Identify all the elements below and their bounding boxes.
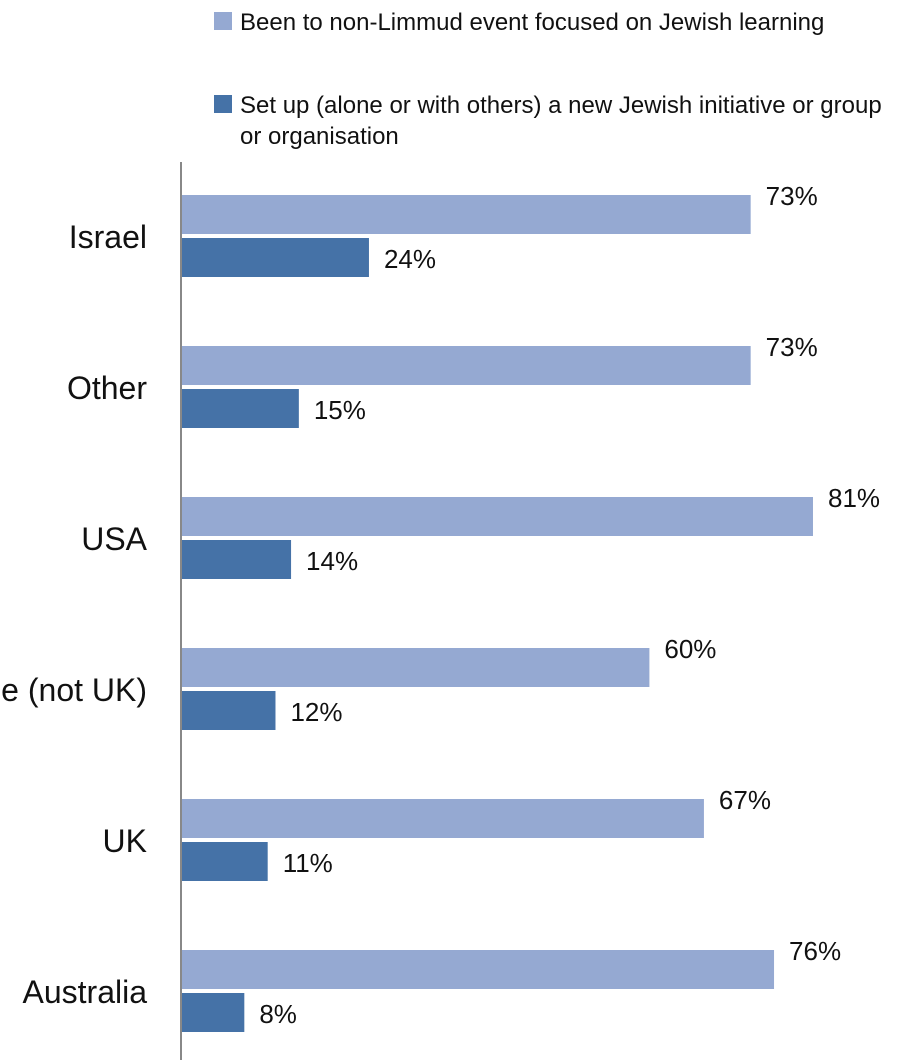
legend: Been to non-Limmud event focused on Jewi… bbox=[214, 9, 882, 150]
bar-learning-event-europe-not-uk bbox=[182, 648, 650, 687]
bar-new-initiative-israel bbox=[182, 238, 369, 277]
category-label-europe-not-uk: Europe (not UK) bbox=[0, 672, 147, 708]
category-label-israel: Israel bbox=[69, 219, 147, 255]
bar-new-initiative-australia bbox=[182, 993, 245, 1032]
data-label-new-initiative-other: 15% bbox=[314, 395, 366, 425]
bar-learning-event-other bbox=[182, 346, 751, 385]
data-label-learning-event-other: 73% bbox=[766, 332, 818, 362]
data-label-learning-event-usa: 81% bbox=[828, 483, 880, 513]
data-label-new-initiative-israel: 24% bbox=[384, 244, 436, 274]
bar-new-initiative-europe-not-uk bbox=[182, 691, 276, 730]
plot-area: Israel 73% 24% Other 73% 15% USA 81% 14% Europe (… bbox=[0, 181, 880, 1032]
data-label-new-initiative-uk: 11% bbox=[283, 848, 333, 878]
category-label-australia: Australia bbox=[23, 974, 148, 1010]
legend-label-new-initiative: Set up (alone or with others) a new Jewi… bbox=[240, 92, 882, 150]
data-label-new-initiative-australia: 8% bbox=[259, 999, 297, 1029]
category-label-usa: USA bbox=[81, 521, 147, 557]
legend-swatch-learning-event bbox=[214, 12, 232, 30]
bar-new-initiative-other bbox=[182, 389, 299, 428]
bar-learning-event-uk bbox=[182, 799, 704, 838]
data-label-learning-event-uk: 67% bbox=[719, 785, 771, 815]
legend-label-learning-event: Been to non-Limmud event focused on Jewi… bbox=[240, 9, 824, 36]
bar-new-initiative-usa bbox=[182, 540, 292, 579]
category-label-other: Other bbox=[67, 370, 147, 406]
data-label-learning-event-europe-not-uk: 60% bbox=[664, 634, 716, 664]
legend-swatch-new-initiative bbox=[214, 95, 232, 113]
data-label-new-initiative-usa: 14% bbox=[306, 546, 358, 576]
data-label-learning-event-israel: 73% bbox=[766, 181, 818, 211]
bar-learning-event-usa bbox=[182, 497, 813, 536]
bar-learning-event-australia bbox=[182, 950, 775, 989]
bar-learning-event-israel bbox=[182, 195, 751, 234]
data-label-new-initiative-europe-not-uk: 12% bbox=[290, 697, 342, 727]
data-label-learning-event-australia: 76% bbox=[789, 936, 841, 966]
category-label-uk: UK bbox=[103, 823, 147, 859]
bar-new-initiative-uk bbox=[182, 842, 268, 881]
